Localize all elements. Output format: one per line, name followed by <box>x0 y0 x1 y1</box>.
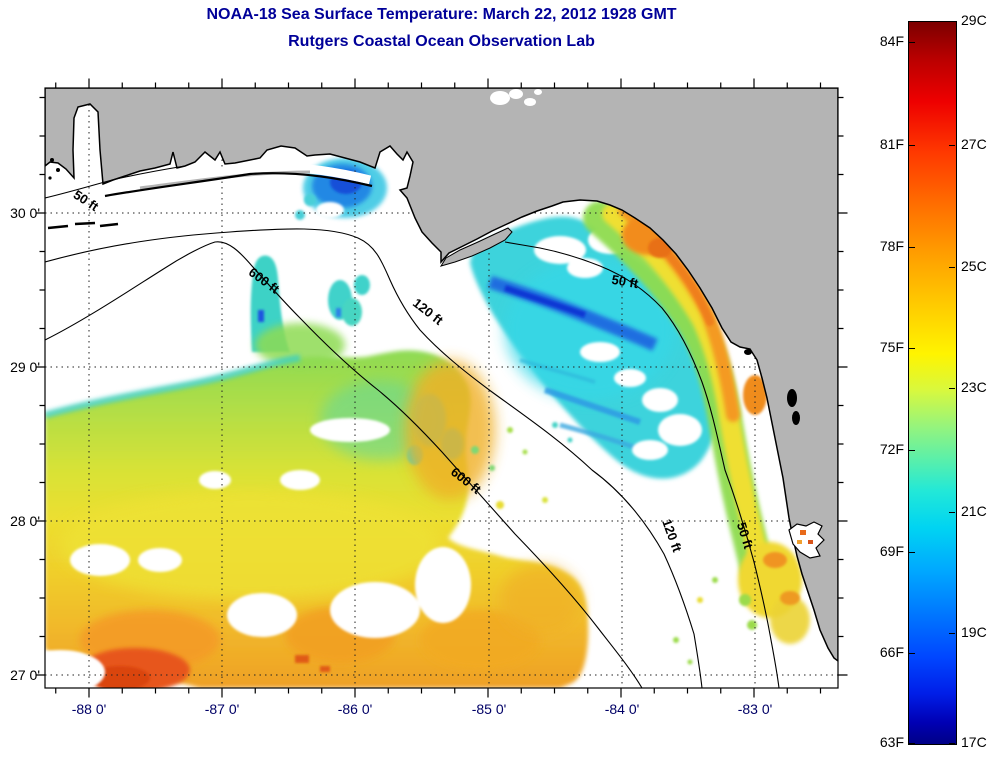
x-tick-label: -85 0' <box>471 701 507 717</box>
colorbar-celsius-label: 25C <box>961 258 987 275</box>
colorbar-celsius-label: 27C <box>961 136 987 153</box>
colorbar-tick-right <box>949 743 955 744</box>
x-tick-label: -84 0' <box>604 701 640 717</box>
colorbar-fahrenheit-label: 78F <box>879 237 904 254</box>
cloud-specks-over-land <box>490 89 542 106</box>
y-tick-label: 27 0' <box>10 667 40 683</box>
colorbar-tick-right <box>949 511 955 513</box>
coastal-rocks <box>744 349 800 425</box>
colorbar-tick-right <box>949 145 955 147</box>
colorbar-tick-left <box>909 551 915 553</box>
colorbar-tick-left <box>909 653 915 655</box>
y-tick-label: 29 0' <box>10 359 40 375</box>
plot-border <box>44 87 839 689</box>
coastline <box>45 88 838 662</box>
x-tick-label: -86 0' <box>337 701 373 717</box>
land <box>45 88 838 662</box>
colorbar-fahrenheit-label: 81F <box>879 136 904 153</box>
colorbar-tick-left <box>909 348 915 350</box>
colorbar-tick-left <box>909 449 915 451</box>
sst-scattered-specks <box>471 422 718 665</box>
colorbar-celsius-label: 17C <box>961 734 987 750</box>
colorbar-fahrenheit-label: 66F <box>879 644 904 661</box>
colorbar-fahrenheit-label: 72F <box>879 440 904 457</box>
colorbar-tick-left <box>909 145 915 147</box>
x-tick-label: -83 0' <box>737 701 773 717</box>
figure-title: NOAA-18 Sea Surface Temperature: March 2… <box>206 6 677 23</box>
tampa-bay-warm-specks <box>797 530 813 544</box>
colorbar-tick-right <box>949 387 955 389</box>
colorbar-celsius-label: 21C <box>961 502 987 519</box>
y-tick-label: 28 0' <box>10 513 40 529</box>
figure-subtitle: Rutgers Coastal Ocean Observation Lab <box>288 33 595 50</box>
sound-islands <box>47 221 119 230</box>
colorbar-fahrenheit-label: 84F <box>879 32 904 49</box>
colorbar-tick-right <box>949 21 955 22</box>
contour-120ft <box>45 228 703 688</box>
x-tick-label: -88 0' <box>71 701 107 717</box>
axis-tick-marks <box>35 78 848 698</box>
marsh-specks <box>48 158 60 180</box>
colorbar-celsius-label: 23C <box>961 378 987 395</box>
colorbar-tick-right <box>949 633 955 635</box>
contour-50ft-east <box>504 241 780 688</box>
contour-50ft-west <box>45 165 186 199</box>
colorbar-fahrenheit-label: 63F <box>879 734 904 750</box>
contour-600ft <box>45 241 643 688</box>
colorbar-tick-right <box>949 267 955 269</box>
bathymetry-contours <box>45 165 780 688</box>
barrier-island-shore <box>104 172 373 198</box>
colorbar-celsius-label: 19C <box>961 624 987 641</box>
x-tick-label: -87 0' <box>204 701 240 717</box>
colorbar-tick-left <box>909 41 915 43</box>
sst-field <box>45 158 810 688</box>
colorbar-tick-left <box>909 246 915 248</box>
tampa-bay <box>788 521 825 559</box>
colorbar <box>908 21 957 745</box>
colorbar-celsius-label: 29C <box>961 12 987 28</box>
colorbar-tick-left <box>909 743 915 744</box>
colorbar-fahrenheit-label: 75F <box>879 339 904 356</box>
lagoon <box>102 162 372 195</box>
colorbar-fahrenheit-label: 69F <box>879 542 904 559</box>
sst-warm-mass-southwest <box>45 255 589 688</box>
y-tick-label: 30 0' <box>10 205 40 221</box>
barrier-island-apalachicola <box>439 227 513 267</box>
